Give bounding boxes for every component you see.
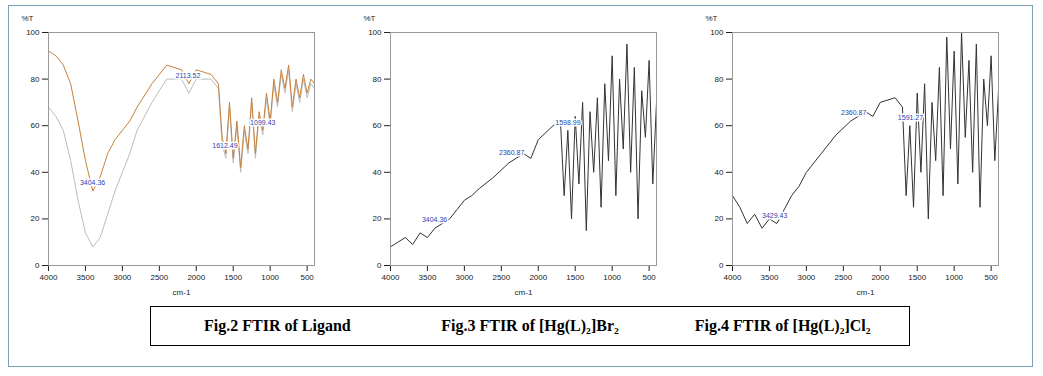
svg-text:80: 80 bbox=[373, 75, 382, 84]
svg-text:1612.49: 1612.49 bbox=[212, 142, 237, 149]
svg-text:40: 40 bbox=[715, 168, 724, 177]
svg-text:3500: 3500 bbox=[761, 273, 779, 282]
svg-text:1000: 1000 bbox=[603, 273, 621, 282]
svg-text:2113.52: 2113.52 bbox=[176, 72, 201, 79]
svg-text:4000: 4000 bbox=[382, 273, 400, 282]
svg-text:20: 20 bbox=[715, 214, 724, 223]
svg-text:80: 80 bbox=[715, 75, 724, 84]
svg-text:100: 100 bbox=[710, 28, 724, 37]
svg-text:%T: %T bbox=[22, 14, 34, 23]
svg-text:60: 60 bbox=[715, 121, 724, 130]
svg-text:2000: 2000 bbox=[529, 273, 547, 282]
svg-text:%T: %T bbox=[364, 14, 376, 23]
svg-text:500: 500 bbox=[984, 273, 998, 282]
svg-text:1500: 1500 bbox=[908, 273, 926, 282]
html-text:Fig.3 FTIR of [Hg(L)₂]Br₂: Fig.3 FTIR of [Hg(L)₂]Br₂ bbox=[441, 317, 619, 334]
svg-text:60: 60 bbox=[373, 121, 382, 130]
svg-text:3000: 3000 bbox=[455, 273, 473, 282]
svg-text:2500: 2500 bbox=[492, 273, 510, 282]
svg-text:4000: 4000 bbox=[40, 273, 58, 282]
svg-text:0: 0 bbox=[719, 261, 724, 270]
svg-text:4000: 4000 bbox=[724, 273, 742, 282]
svg-text:20: 20 bbox=[31, 214, 40, 223]
svg-text:1591.27: 1591.27 bbox=[898, 114, 923, 121]
svg-text:0: 0 bbox=[35, 261, 40, 270]
svg-text:500: 500 bbox=[642, 273, 656, 282]
svg-text:100: 100 bbox=[368, 28, 382, 37]
html-text:Fig.2 FTIR of Ligand: Fig.2 FTIR of Ligand bbox=[204, 317, 351, 334]
svg-text:60: 60 bbox=[31, 121, 40, 130]
svg-text:1099.43: 1099.43 bbox=[250, 119, 275, 126]
svg-text:3404.36: 3404.36 bbox=[80, 179, 105, 186]
svg-text:40: 40 bbox=[373, 168, 382, 177]
svg-text:cm-1: cm-1 bbox=[173, 288, 191, 297]
svg-text:2360.87: 2360.87 bbox=[499, 149, 524, 156]
svg-text:1000: 1000 bbox=[261, 273, 279, 282]
svg-text:2500: 2500 bbox=[150, 273, 168, 282]
svg-text:20: 20 bbox=[373, 214, 382, 223]
svg-text:3000: 3000 bbox=[113, 273, 131, 282]
svg-text:3404.36: 3404.36 bbox=[422, 216, 447, 223]
svg-text:0: 0 bbox=[377, 261, 382, 270]
svg-text:1598.99: 1598.99 bbox=[555, 119, 580, 126]
svg-text:100: 100 bbox=[26, 28, 40, 37]
svg-text:%T: %T bbox=[706, 14, 718, 23]
svg-text:500: 500 bbox=[300, 273, 314, 282]
svg-text:2360.87: 2360.87 bbox=[841, 109, 866, 116]
svg-text:80: 80 bbox=[31, 75, 40, 84]
svg-text:2000: 2000 bbox=[871, 273, 889, 282]
svg-text:cm-1: cm-1 bbox=[515, 288, 533, 297]
svg-text:1000: 1000 bbox=[945, 273, 963, 282]
svg-text:40: 40 bbox=[31, 168, 40, 177]
svg-text:2500: 2500 bbox=[834, 273, 852, 282]
svg-text:3000: 3000 bbox=[797, 273, 815, 282]
html-text:Fig.4 FTIR of [Hg(L)₂]Cl₂: Fig.4 FTIR of [Hg(L)₂]Cl₂ bbox=[694, 317, 871, 334]
svg-text:3500: 3500 bbox=[419, 273, 437, 282]
svg-text:3429.43: 3429.43 bbox=[762, 212, 787, 219]
svg-text:2000: 2000 bbox=[187, 273, 205, 282]
svg-text:cm-1: cm-1 bbox=[857, 288, 875, 297]
svg-text:1500: 1500 bbox=[224, 273, 242, 282]
svg-text:3500: 3500 bbox=[77, 273, 95, 282]
svg-text:1500: 1500 bbox=[566, 273, 584, 282]
